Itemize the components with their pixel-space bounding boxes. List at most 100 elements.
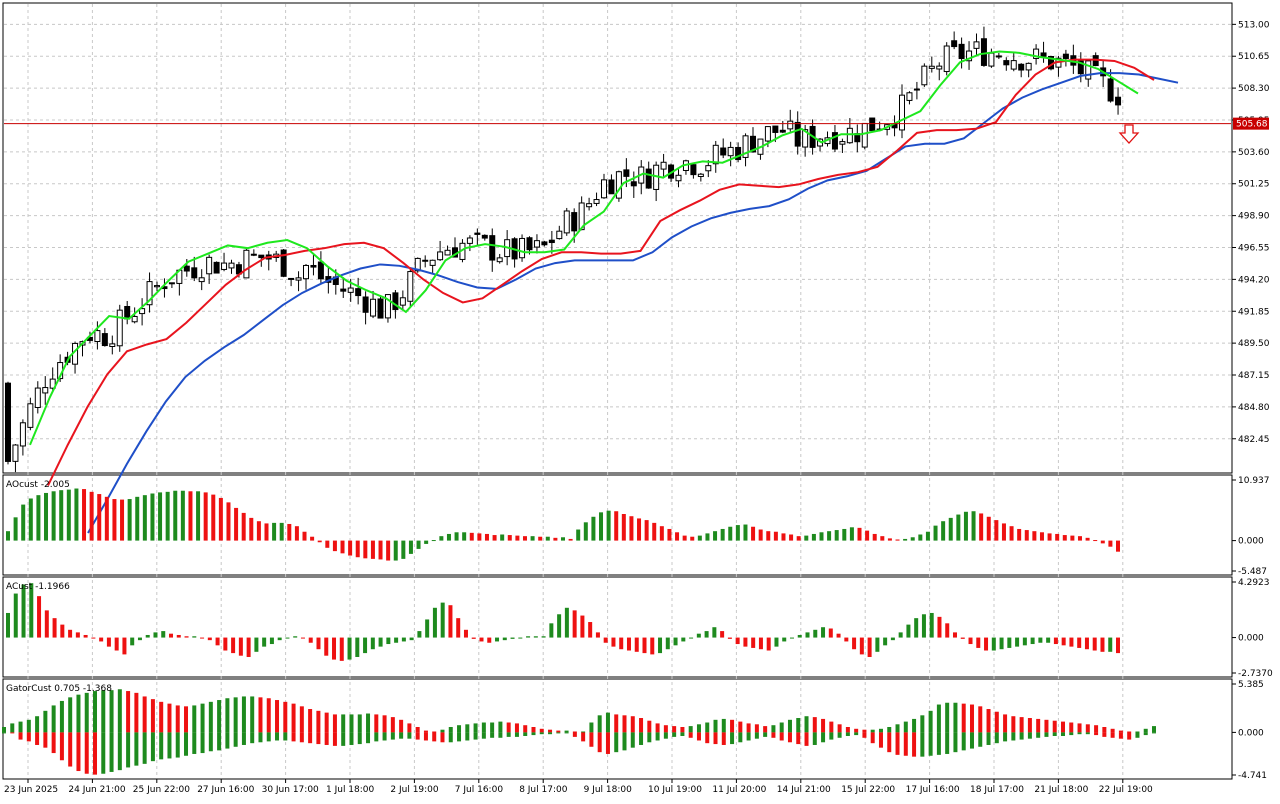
gator-panel[interactable]: 5.385 0.000 -4.741 [2, 680, 1267, 781]
gator-lower-bar [200, 732, 205, 754]
ao-panel[interactable]: 10.937 0.000 -5.487 [6, 476, 1270, 577]
osc-tick-label: 0.000 [1238, 634, 1264, 644]
osc-bar [145, 634, 150, 638]
osc-bar [218, 497, 223, 541]
gator-upper-bar [705, 722, 710, 733]
gator-lower-bar [870, 732, 875, 744]
candle-body [623, 169, 630, 177]
price-tick-label: 489.50 [1238, 339, 1270, 349]
osc-bar [541, 636, 546, 638]
gator-lower-bar [440, 732, 445, 743]
time-tick-label: 22 Jul 19:00 [1099, 785, 1153, 795]
ac-panel[interactable]: 4.2923 0.000 -2.7370 [6, 578, 1273, 679]
osc-bar [834, 530, 839, 541]
candle-body [101, 333, 108, 347]
gator-lower-bar [630, 732, 635, 748]
gator-lower-bar [2, 732, 6, 734]
gator-lower-bar [903, 732, 908, 756]
gator-lower-bar [275, 732, 280, 741]
gator-lower-bar [448, 732, 453, 743]
gator-upper-bar [936, 704, 941, 733]
osc-bar [83, 634, 88, 638]
price-tick-label: 487.15 [1238, 371, 1270, 381]
gator-lower-bar [771, 732, 776, 738]
gator-upper-bar [2, 727, 6, 733]
osc-bar [13, 517, 18, 541]
candle-body [437, 251, 444, 261]
osc-bar [1108, 540, 1113, 547]
osc-bar [99, 637, 104, 642]
gator-upper-bar [192, 705, 197, 733]
gator-upper-bar [912, 718, 917, 733]
osc-bar [859, 637, 864, 655]
osc-bar [712, 627, 717, 638]
gator-upper-bar [572, 731, 577, 733]
osc-bar [44, 610, 49, 638]
gator-lower-bar [663, 732, 668, 739]
gator-upper-bar [291, 703, 296, 733]
osc-bar [226, 502, 231, 541]
osc-bar [948, 517, 953, 541]
candle-body [735, 146, 742, 161]
osc-bar [526, 636, 531, 638]
gator-lower-bar [101, 732, 106, 774]
time-tick-label: 17 Jul 16:00 [906, 785, 960, 795]
osc-bar [287, 523, 292, 541]
osc-bar [545, 536, 550, 541]
osc-bar [599, 512, 604, 541]
gator-lower-bar [680, 732, 685, 736]
candle-body [288, 277, 295, 280]
osc-bar [308, 637, 313, 643]
osc-bar [137, 637, 142, 641]
osc-bar [1108, 637, 1113, 652]
gator-upper-bar [630, 716, 635, 733]
osc-bar [424, 540, 429, 544]
osc-bar [355, 540, 360, 558]
candle-body [19, 422, 26, 447]
osc-bar [363, 540, 368, 559]
osc-bar [518, 637, 523, 639]
candle-body [414, 257, 421, 272]
osc-bar [370, 540, 375, 559]
candle-body [764, 126, 771, 142]
osc-bar [37, 596, 42, 638]
gator-lower-bar [688, 732, 693, 738]
osc-bar [580, 615, 585, 638]
gator-upper-bar [390, 717, 395, 733]
gator-lower-bar [258, 732, 263, 743]
candle-body [303, 264, 309, 280]
gator-lower-bar [746, 732, 751, 741]
osc-bar [751, 526, 756, 541]
osc-bar [120, 499, 125, 541]
gator-upper-bar [1052, 720, 1057, 733]
candle-body [1003, 60, 1010, 66]
gator-upper-bar [415, 727, 420, 733]
time-tick-label: 7 Jul 16:00 [455, 785, 504, 795]
gator-lower-bar [912, 732, 917, 757]
candle-body [1040, 52, 1047, 57]
osc-bar [68, 629, 73, 638]
time-tick-label: 14 Jul 21:00 [777, 785, 831, 795]
osc-bar [347, 637, 352, 660]
gator-upper-bar [895, 724, 900, 733]
osc-bar [130, 637, 135, 646]
gator-lower-bar [812, 732, 817, 745]
osc-bar [386, 540, 391, 561]
time-tick-label: 9 Jul 18:00 [584, 785, 633, 795]
gator-upper-bar [1152, 726, 1156, 733]
osc-bar [161, 631, 166, 638]
gator-lower-bar [548, 732, 553, 735]
osc-bar [999, 637, 1004, 650]
price-tick-label: 484.80 [1238, 403, 1270, 413]
gator-lower-bar [1027, 732, 1032, 739]
price-panel[interactable] [4, 26, 1231, 534]
gator-upper-bar [548, 729, 553, 733]
gator-lower-bar [51, 732, 56, 754]
gator-upper-bar [986, 709, 991, 733]
candle-body [94, 330, 101, 343]
osc-bar [976, 637, 981, 648]
osc-bar [952, 632, 957, 638]
osc-bar [782, 637, 787, 642]
osc-bar [6, 531, 10, 541]
